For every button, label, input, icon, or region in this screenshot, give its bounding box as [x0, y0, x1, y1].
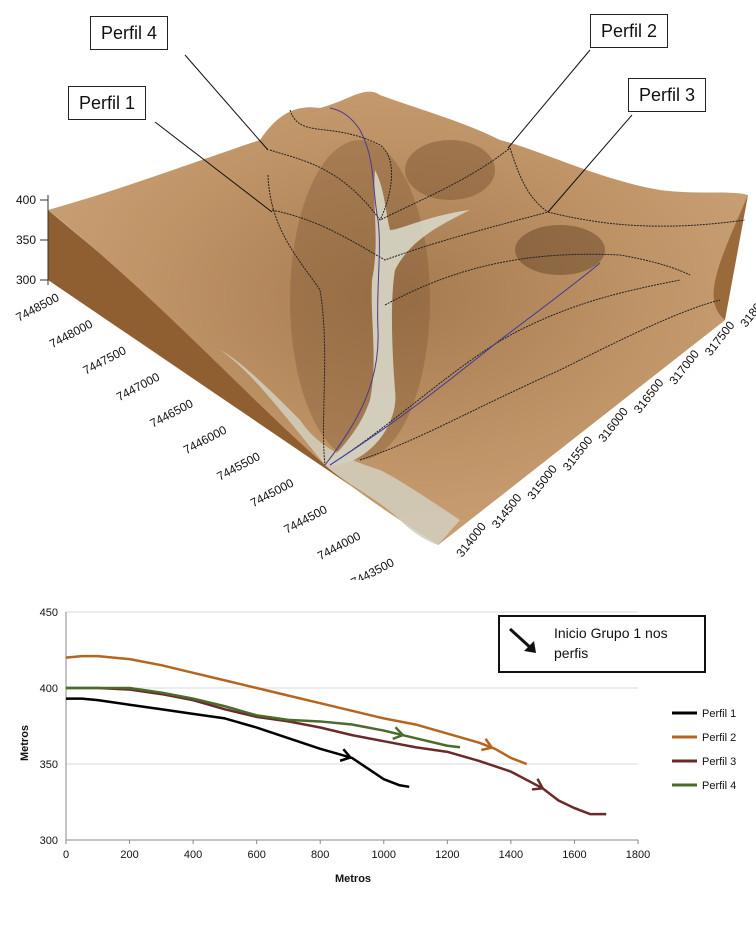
- profile-line: [267, 174, 326, 466]
- y-tick-label: 450: [40, 607, 58, 619]
- series-arrow-marker: [480, 738, 494, 752]
- y-tick-label: 300: [40, 835, 58, 847]
- callout-arrow: [154, 121, 273, 213]
- y-tick-label: 7448000: [47, 317, 95, 351]
- series-line: [65, 654, 528, 766]
- y-tick-label: 350: [40, 759, 58, 771]
- series-line: [66, 697, 410, 789]
- legend-label: Perfil 4: [702, 780, 736, 792]
- z-tick-label: 400: [16, 193, 36, 207]
- series-line: [66, 686, 461, 749]
- arrow-icon: [508, 627, 536, 653]
- annotation-legend-box: Inicio Grupo 1 nos perfis: [498, 615, 706, 673]
- terrain-surface: [48, 91, 748, 545]
- x-tick-label: 1800: [626, 849, 650, 861]
- y-tick-label: 7445000: [248, 476, 296, 510]
- profile-line: [509, 147, 549, 213]
- z-tick-label: 300: [16, 273, 36, 287]
- y-tick-label: 7446500: [148, 396, 196, 430]
- y-tick-label: 7448500: [14, 290, 62, 324]
- profile-line: [329, 279, 681, 466]
- flood-plain: [220, 350, 460, 545]
- stream-channel: [325, 170, 470, 466]
- y-tick-label: 7447500: [81, 343, 129, 377]
- valley-shadow: [405, 140, 495, 200]
- y-tick-label: 7446000: [181, 423, 229, 457]
- series-arrow-marker: [531, 778, 545, 791]
- legend-label: Perfil 3: [702, 756, 736, 768]
- callout-arrow: [507, 49, 591, 149]
- y-axis-label: Metros: [19, 725, 31, 761]
- callout-perfil-4: Perfil 4: [90, 16, 169, 50]
- callout-arrow: [184, 54, 269, 151]
- x-tick-label: 800: [311, 849, 329, 861]
- y-tick-label: 7447000: [114, 370, 162, 404]
- y-tick-label: 7444000: [315, 529, 363, 563]
- x-tick-label: 600: [247, 849, 265, 861]
- legend-label: Perfil 1: [702, 708, 736, 720]
- series-arrow-marker: [339, 748, 353, 762]
- drainage-line: [324, 107, 380, 466]
- drainage-line: [329, 262, 601, 466]
- profile-line: [547, 211, 746, 227]
- profile-line: [271, 209, 549, 261]
- x-tick-label: 1400: [499, 849, 523, 861]
- profile-line: [384, 253, 691, 306]
- valley-shadow: [515, 225, 605, 275]
- series-arrow-marker: [392, 726, 406, 741]
- callout-perfil-1: Perfil 1: [68, 86, 147, 120]
- z-tick-label: 350: [16, 233, 36, 247]
- callout-perfil-2: Perfil 2: [590, 14, 669, 48]
- x-axis-label: Metros: [335, 873, 371, 885]
- profile-line-chart: 300 350 400 450 0 200 400 600 800 1000 1200 1400 160…: [19, 607, 736, 885]
- x-tick-label: 1200: [435, 849, 459, 861]
- y-tick-label: 7445500: [215, 449, 263, 483]
- x-tick-label: 1600: [562, 849, 586, 861]
- y-tick-label: 7443500: [349, 555, 397, 580]
- annotation-legend-text: Inicio Grupo 1 nos perfis: [554, 625, 668, 661]
- x-tick-label: 0: [63, 849, 69, 861]
- profile-line: [359, 299, 721, 461]
- valley-shadow: [290, 140, 430, 460]
- y-tick-label: 7444500: [282, 502, 330, 536]
- callout-perfil-3: Perfil 3: [628, 78, 707, 112]
- series-line: [66, 686, 607, 816]
- callout-arrow: [547, 114, 633, 213]
- x-tick-label: 318000: [737, 289, 756, 329]
- x-tick-label: 400: [184, 849, 202, 861]
- x-tick-label: 1000: [372, 849, 396, 861]
- x-tick-label: 200: [120, 849, 138, 861]
- profile-line: [289, 109, 393, 221]
- legend-label: Perfil 2: [702, 732, 736, 744]
- y-tick-label: 400: [40, 683, 58, 695]
